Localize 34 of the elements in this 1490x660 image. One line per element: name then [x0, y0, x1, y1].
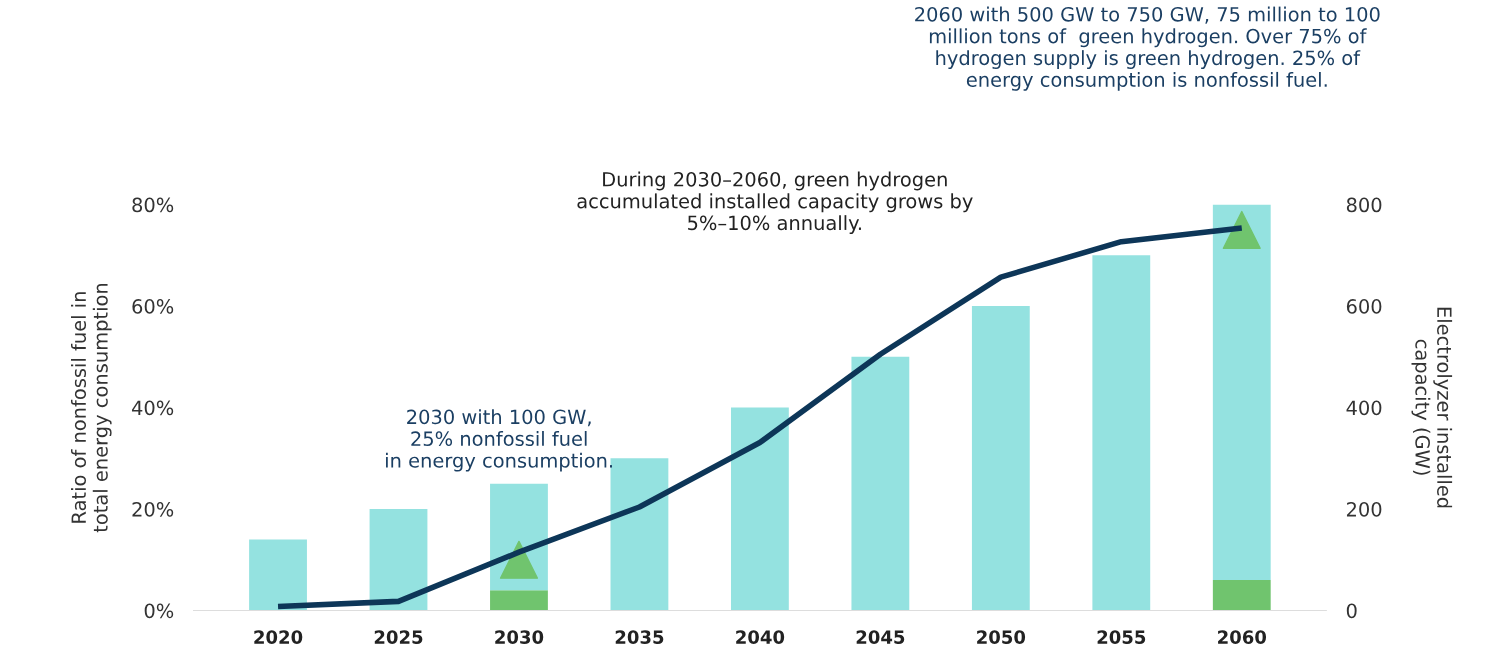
- y-tick-label: 20%: [132, 501, 174, 517]
- bar: [369, 509, 428, 611]
- bar: [1212, 580, 1271, 611]
- x-tick-label: 2040: [736, 630, 785, 644]
- x-tick-label: 2050: [977, 630, 1026, 644]
- y-tick-label: 40%: [131, 400, 174, 416]
- x-tick-label: 2030: [495, 630, 544, 644]
- bar: [249, 539, 307, 611]
- y-tick-label: 60%: [132, 299, 174, 314]
- y-tick-label: 0%: [144, 603, 174, 619]
- x-tick-label: 2055: [1097, 630, 1146, 644]
- y-tick-label: 80%: [132, 197, 174, 213]
- y2-tick-label: 0: [1346, 603, 1357, 619]
- bar: [971, 306, 1030, 611]
- bar: [1092, 255, 1151, 611]
- y2-tick-label: 600: [1346, 299, 1382, 314]
- y-axis-title: Ratio of nonfossil fuel in total energy consumption: [71, 283, 112, 533]
- y2-axis-title: Electrolyzer installed capacity (GW): [1411, 307, 1453, 508]
- annotation: During 2030–2060, green hydrogen accumulated installed capacity grows by 5%–10% annually.: [577, 171, 973, 234]
- text: 2060 with 500 GW to 750 GW, 75 million to 100 million tons of green hydrogen. Over 75% of hydrogen supply is green hydrogen. 25% of energy consumption is nonfossil fuel.: [915, 6, 1380, 91]
- annotation: 2030 with 100 GW, 25% nonfossil fuel in energy consumption.: [386, 409, 613, 472]
- x-tick-label: 2020: [254, 630, 303, 644]
- x-tick-label: 2060: [1218, 630, 1267, 644]
- bar: [490, 590, 548, 611]
- y2-tick-label: 400: [1346, 400, 1382, 416]
- bar: [1212, 204, 1271, 581]
- x-tick-label: 2025: [374, 630, 423, 644]
- bar: [730, 407, 789, 611]
- bar: [610, 458, 669, 611]
- y2-tick-label: 800: [1346, 197, 1382, 213]
- y2-tick-label: 200: [1346, 501, 1382, 517]
- bar: [851, 356, 910, 611]
- x-tick-label: 2035: [615, 630, 664, 644]
- x-tick-label: 2045: [856, 630, 905, 644]
